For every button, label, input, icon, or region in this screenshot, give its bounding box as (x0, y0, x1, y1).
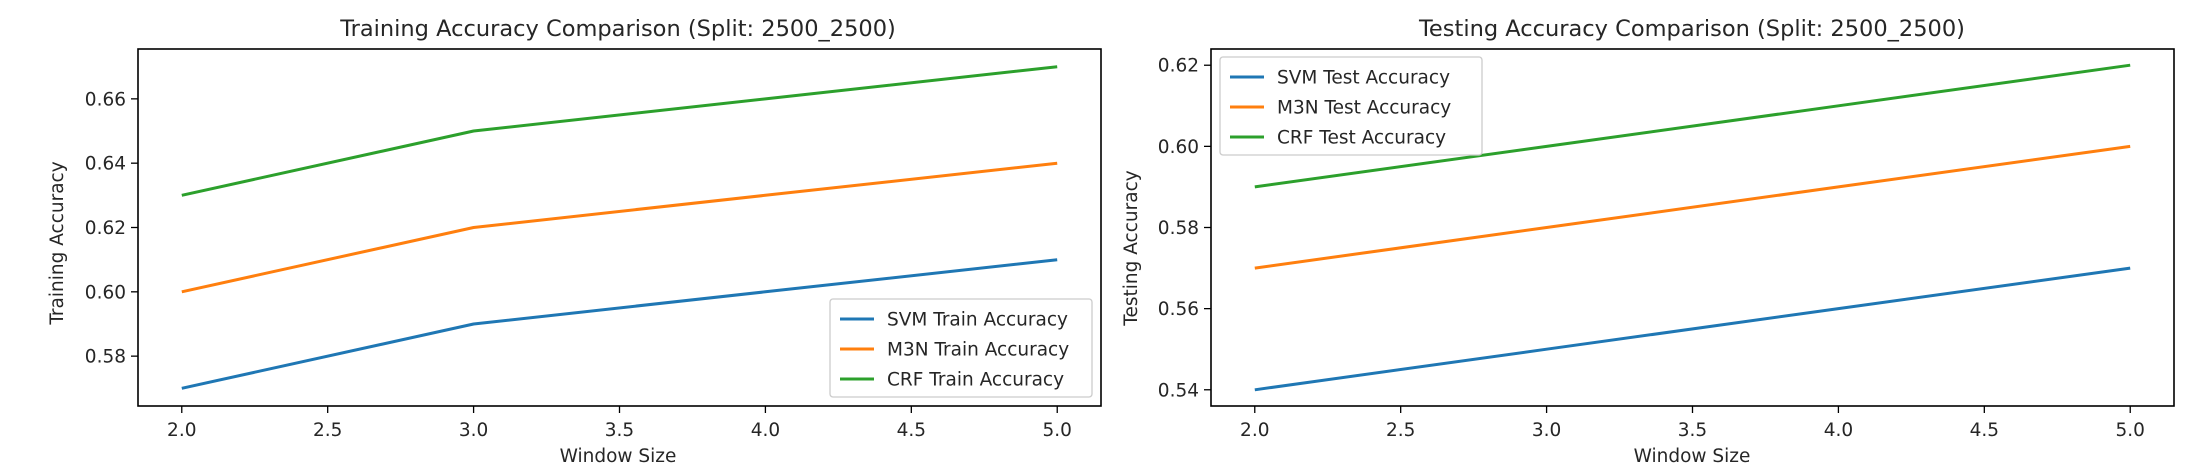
legend-label: SVM Test Accuracy (1277, 68, 1450, 89)
x-tick-label: 2.0 (1240, 420, 1269, 441)
y-tick-label: 0.66 (85, 89, 126, 110)
legend-label: M3N Test Accuracy (1277, 98, 1451, 119)
x-tick-label: 4.0 (1824, 420, 1853, 441)
legend-label: CRF Test Accuracy (1277, 128, 1446, 149)
training-accuracy-chart: Training Accuracy Comparison (Split: 250… (47, 16, 1102, 467)
x-tick-label: 2.5 (313, 420, 342, 441)
x-tick-label: 2.5 (1386, 420, 1415, 441)
chart-title: Testing Accuracy Comparison (Split: 2500… (1418, 16, 1965, 42)
legend-label: M3N Train Accuracy (887, 340, 1069, 361)
y-axis-label: Testing Accuracy (1121, 170, 1142, 326)
y-tick-label: 0.62 (85, 218, 126, 239)
x-axis-label: Window Size (1634, 446, 1751, 467)
y-tick-label: 0.58 (85, 347, 126, 368)
legend: SVM Train Accuracy M3N Train Accuracy CRF … (829, 298, 1093, 398)
series-line-2 (1254, 144, 2131, 270)
y-tick-label: 0.62 (1158, 56, 1199, 77)
series-line-2 (181, 161, 1058, 294)
x-tick-label: 3.5 (1678, 420, 1707, 441)
x-tick-label: 4.5 (897, 420, 926, 441)
x-axis-label: Window Size (560, 446, 677, 467)
legend-label: SVM Train Accuracy (887, 310, 1068, 331)
y-tick-label: 0.64 (85, 154, 126, 175)
x-tick-label: 3.0 (459, 420, 488, 441)
y-tick-label: 0.60 (85, 282, 126, 303)
y-tick-label: 0.60 (1158, 137, 1199, 158)
x-tick-label: 5.0 (2116, 420, 2145, 441)
legend-box (829, 298, 1093, 398)
y-tick-label: 0.54 (1158, 380, 1199, 401)
legend-label: CRF Train Accuracy (887, 370, 1064, 391)
plot-area: 2.0 2.5 3.0 3.5 4.0 4.5 5.0 0.54 0.56 0.58 0.60 0.6… (1158, 48, 2175, 441)
x-tick-label: 3.5 (605, 420, 634, 441)
y-tick-label: 0.56 (1158, 299, 1199, 320)
series-line-3 (181, 65, 1058, 197)
series-line-1 (1254, 266, 2131, 392)
legend: SVM Test Accuracy M3N Test Accuracy CRF Te… (1219, 56, 1483, 156)
legend-box (1219, 56, 1483, 156)
x-tick-label: 3.0 (1532, 420, 1561, 441)
x-tick-label: 2.0 (167, 420, 196, 441)
series-line-3 (1254, 63, 2131, 189)
plot-area: 2.0 2.5 3.0 3.5 4.0 4.5 5.0 0.58 0.60 0.62 0.64 0.6… (85, 48, 1102, 441)
series-line-1 (181, 258, 1058, 390)
chart-title: Training Accuracy Comparison (Split: 250… (339, 16, 896, 42)
x-tick-label: 5.0 (1043, 420, 1072, 441)
y-axis-label: Training Accuracy (47, 161, 68, 325)
x-tick-label: 4.0 (751, 420, 780, 441)
testing-accuracy-chart: Testing Accuracy Comparison (Split: 2500… (1121, 16, 2175, 467)
y-tick-label: 0.58 (1158, 218, 1199, 239)
x-tick-label: 4.5 (1970, 420, 1999, 441)
